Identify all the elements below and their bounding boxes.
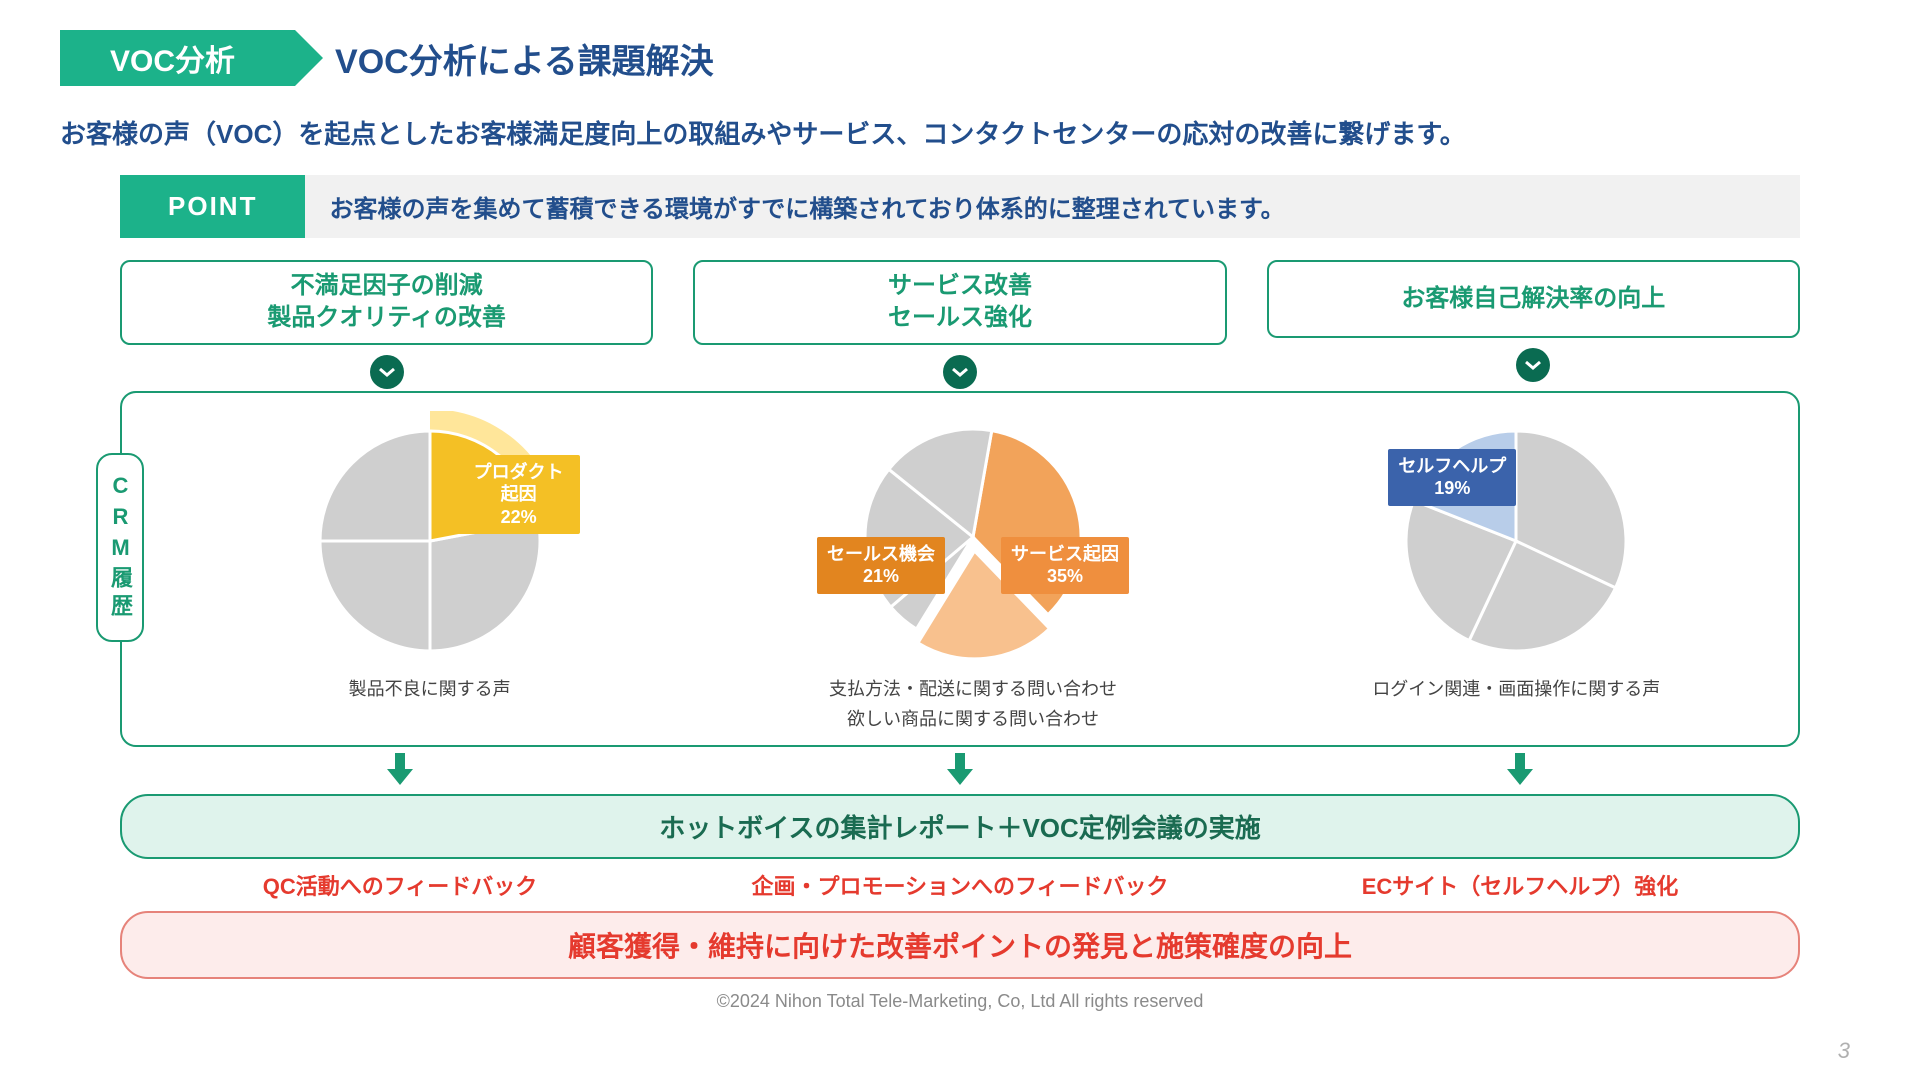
down-arrows-row: [120, 753, 1800, 790]
pie-col-1: サービス起因 35% セールス機会 21% 支払方法・配送に関する問い合わせ 欲…: [721, 411, 1224, 732]
footer-copyright: ©2024 Nihon Total Tele-Marketing, Co, Lt…: [60, 991, 1860, 1012]
goal-2-line1: お客様自己解決率の向上: [1401, 283, 1665, 315]
pie-1-badge-b-pct: 21%: [827, 565, 935, 588]
goal-0-line2: 製品クオリティの改善: [267, 302, 506, 334]
pie-1-badge-b: セールス機会 21%: [817, 537, 945, 594]
arrow-down-icon: [947, 753, 973, 790]
chevron-down-icon: [943, 355, 977, 389]
pie-1-badge-a-label: サービス起因: [1011, 543, 1119, 566]
pie-col-0: プロダクト起因 22% 製品不良に関する声: [178, 411, 681, 732]
header-title: VOC分析による課題解決: [335, 34, 714, 83]
pie-2-caption: ログイン関連・画面操作に関する声: [1372, 677, 1660, 701]
goal-col-2: お客様自己解決率の向上: [1267, 260, 1800, 391]
pie-0-badge: プロダクト起因 22%: [458, 455, 580, 535]
chevron-down-icon: [370, 355, 404, 389]
red-item-2: ECサイト（セルフヘルプ）強化: [1240, 869, 1800, 901]
green-bar: ホットボイスの集計レポート＋VOC定例会議の実施: [120, 794, 1800, 859]
pie-2-badge: セルフヘルプ 19%: [1388, 449, 1516, 506]
pies-row: プロダクト起因 22% 製品不良に関する声 サービス起因 35% セールス機会 …: [178, 411, 1768, 732]
goal-col-1: サービス改善 セールス強化: [693, 260, 1226, 391]
goal-col-0: 不満足因子の削減 製品クオリティの改善: [120, 260, 653, 391]
pie-2-badge-pct: 19%: [1398, 477, 1506, 500]
crm-label: CRM履歴: [96, 453, 144, 642]
lead-text: お客様の声（VOC）を起点としたお客様満足度向上の取組みやサービス、コンタクトセ…: [60, 114, 1860, 151]
point-label: POINT: [120, 175, 305, 238]
header: VOC分析 VOC分析による課題解決: [60, 30, 1860, 86]
pink-bar: 顧客獲得・維持に向けた改善ポイントの発見と施策確度の向上: [120, 911, 1800, 979]
pie-1-badge-a: サービス起因 35%: [1001, 537, 1129, 594]
red-item-1: 企画・プロモーションへのフィードバック: [680, 869, 1240, 901]
pie-1-badge-a-pct: 35%: [1011, 565, 1119, 588]
pie-0-badge-pct: 22%: [468, 506, 570, 529]
pie-2: セルフヘルプ 19%: [1366, 411, 1666, 671]
red-item-0: QC活動へのフィードバック: [120, 869, 680, 901]
pie-1-caption1: 支払方法・配送に関する問い合わせ: [829, 677, 1117, 701]
goals-row: 不満足因子の削減 製品クオリティの改善 サービス改善 セールス強化 お客様自己解…: [120, 260, 1800, 391]
crm-panel: CRM履歴 プロダクト起因 22% 製品不良に関する声 サービス起因 35% セ: [120, 391, 1800, 748]
header-tab: VOC分析: [60, 30, 295, 86]
pie-col-2: セルフヘルプ 19% ログイン関連・画面操作に関する声: [1265, 411, 1768, 732]
goal-box-2: お客様自己解決率の向上: [1267, 260, 1800, 338]
goal-0-line1: 不満足因子の削減: [267, 270, 506, 302]
pie-1-badge-b-label: セールス機会: [827, 543, 935, 566]
chevron-down-icon: [1516, 348, 1550, 382]
point-row: POINT お客様の声を集めて蓄積できる環境がすでに構築されており体系的に整理さ…: [120, 175, 1800, 238]
goal-1-line2: セールス強化: [888, 302, 1032, 334]
pie-2-badge-label: セルフヘルプ: [1398, 455, 1506, 478]
pie-0-caption: 製品不良に関する声: [349, 677, 511, 701]
arrow-down-icon: [1507, 753, 1533, 790]
goal-1-line1: サービス改善: [888, 270, 1032, 302]
point-body: お客様の声を集めて蓄積できる環境がすでに構築されており体系的に整理されています。: [305, 175, 1800, 238]
page-number: 3: [1838, 1038, 1850, 1064]
arrow-down-icon: [387, 753, 413, 790]
pie-0: プロダクト起因 22%: [280, 411, 580, 671]
goal-box-1: サービス改善 セールス強化: [693, 260, 1226, 345]
pie-0-badge-label: プロダクト起因: [468, 461, 570, 506]
goal-box-0: 不満足因子の削減 製品クオリティの改善: [120, 260, 653, 345]
pie-1-caption2: 欲しい商品に関する問い合わせ: [847, 707, 1099, 731]
red-items-row: QC活動へのフィードバック 企画・プロモーションへのフィードバック ECサイト（…: [120, 869, 1800, 901]
pie-1: サービス起因 35% セールス機会 21%: [823, 411, 1123, 671]
